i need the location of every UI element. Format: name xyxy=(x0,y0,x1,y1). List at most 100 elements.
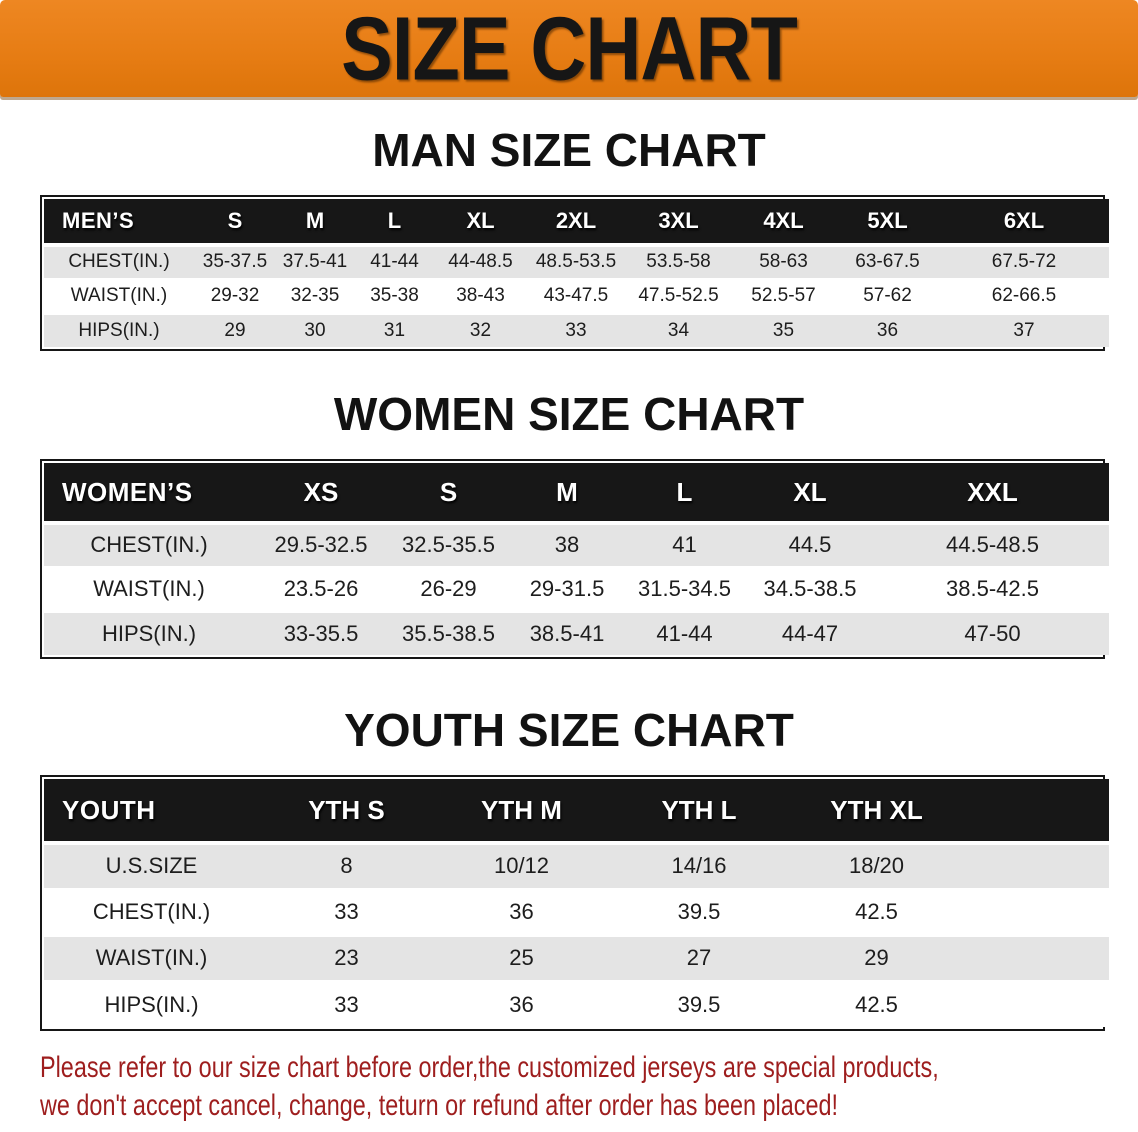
size-value-cell: 38 xyxy=(509,523,625,569)
youth-group-label: YOUTH xyxy=(44,779,259,845)
size-value-cell: 34 xyxy=(626,313,731,347)
size-value-cell: 30 xyxy=(276,313,354,347)
row-label-cell: WAIST(IN.) xyxy=(44,935,259,983)
row-label-cell: U.S.SIZE xyxy=(44,843,259,891)
row-label-cell: CHEST(IN.) xyxy=(44,523,254,569)
disclaimer-line-2: we don't accept cancel, change, teturn o… xyxy=(40,1089,838,1123)
size-value-cell: 29-32 xyxy=(194,279,276,315)
size-value-cell: 27 xyxy=(609,935,789,983)
size-value-cell: 32 xyxy=(435,313,526,347)
row-label-cell: CHEST(IN.) xyxy=(44,889,259,937)
measurement-row: HIPS(IN.) 33-35.5 35.5-38.5 38.5-41 41-4… xyxy=(44,611,1109,655)
measurement-row: U.S.SIZE 8 10/12 14/16 18/20 xyxy=(44,843,1109,891)
size-column-header: XL xyxy=(744,463,876,525)
size-column-header: YTH L xyxy=(609,779,789,845)
size-column-header: 5XL xyxy=(836,199,939,247)
men-size-table: MEN’S S M L XL 2XL 3XL 4XL 5XL 6XL CHEST… xyxy=(44,199,1109,347)
men-table-header-row: MEN’S S M L XL 2XL 3XL 4XL 5XL 6XL xyxy=(44,199,1109,247)
size-value-cell: 39.5 xyxy=(609,889,789,937)
size-column-header: 2XL xyxy=(526,199,626,247)
men-section-title: MAN SIZE CHART xyxy=(372,124,766,176)
size-value-cell: 42.5 xyxy=(789,981,964,1027)
size-value-cell: 18/20 xyxy=(789,843,964,891)
men-group-label: MEN’S xyxy=(44,199,194,247)
women-size-table: WOMEN’S XS S M L XL XXL CHEST(IN.) 29.5-… xyxy=(44,463,1109,655)
size-value-cell: 34.5-38.5 xyxy=(744,567,876,613)
size-value-cell: 47.5-52.5 xyxy=(626,279,731,315)
measurement-row: WAIST(IN.) 23.5-26 26-29 29-31.5 31.5-34… xyxy=(44,567,1109,613)
size-column-header: 6XL xyxy=(939,199,1109,247)
measurement-row: HIPS(IN.) 29 30 31 32 33 34 35 36 37 xyxy=(44,313,1109,347)
size-column-header: XS xyxy=(254,463,388,525)
size-column-header: L xyxy=(354,199,435,247)
size-value-cell: 35-37.5 xyxy=(194,245,276,281)
size-value-cell: 32.5-35.5 xyxy=(388,523,509,569)
measurement-row: CHEST(IN.) 33 36 39.5 42.5 xyxy=(44,889,1109,937)
size-value-cell: 36 xyxy=(434,889,609,937)
size-value-cell: 42.5 xyxy=(789,889,964,937)
size-value-cell: 33 xyxy=(259,981,434,1027)
size-column-header: XXL xyxy=(876,463,1109,525)
size-column-header: XL xyxy=(435,199,526,247)
size-value-cell: 44-47 xyxy=(744,611,876,655)
women-group-label: WOMEN’S xyxy=(44,463,254,525)
size-value-cell: 52.5-57 xyxy=(731,279,836,315)
size-column-header: YTH M xyxy=(434,779,609,845)
size-value-cell: 58-63 xyxy=(731,245,836,281)
size-value-cell: 47-50 xyxy=(876,611,1109,655)
size-value-cell: 63-67.5 xyxy=(836,245,939,281)
size-value-cell: 10/12 xyxy=(434,843,609,891)
size-value-cell: 32-35 xyxy=(276,279,354,315)
size-value-cell: 44-48.5 xyxy=(435,245,526,281)
size-column-header: S xyxy=(388,463,509,525)
size-value-cell: 29.5-32.5 xyxy=(254,523,388,569)
size-column-header: M xyxy=(276,199,354,247)
size-column-header: S xyxy=(194,199,276,247)
size-value-cell: 33 xyxy=(259,889,434,937)
size-value-cell: 29-31.5 xyxy=(509,567,625,613)
size-value-cell: 33-35.5 xyxy=(254,611,388,655)
spacer-cell xyxy=(964,981,1109,1027)
size-value-cell: 36 xyxy=(434,981,609,1027)
men-size-table-wrap: MEN’S S M L XL 2XL 3XL 4XL 5XL 6XL CHEST… xyxy=(40,195,1109,351)
size-value-cell: 38.5-42.5 xyxy=(876,567,1109,613)
size-value-cell: 35-38 xyxy=(354,279,435,315)
measurement-row: HIPS(IN.) 33 36 39.5 42.5 xyxy=(44,981,1109,1027)
size-value-cell: 39.5 xyxy=(609,981,789,1027)
size-value-cell: 43-47.5 xyxy=(526,279,626,315)
size-value-cell: 41-44 xyxy=(354,245,435,281)
size-value-cell: 38-43 xyxy=(435,279,526,315)
spacer-cell xyxy=(964,779,1109,845)
size-value-cell: 14/16 xyxy=(609,843,789,891)
size-value-cell: 23 xyxy=(259,935,434,983)
disclaimer-line-1: Please refer to our size chart before or… xyxy=(40,1051,939,1084)
size-value-cell: 44.5-48.5 xyxy=(876,523,1109,569)
size-value-cell: 48.5-53.5 xyxy=(526,245,626,281)
size-column-header: 4XL xyxy=(731,199,836,247)
size-value-cell: 29 xyxy=(789,935,964,983)
youth-section-title: YOUTH SIZE CHART xyxy=(344,704,794,756)
size-value-cell: 26-29 xyxy=(388,567,509,613)
size-value-cell: 33 xyxy=(526,313,626,347)
size-value-cell: 29 xyxy=(194,313,276,347)
size-value-cell: 53.5-58 xyxy=(626,245,731,281)
women-size-table-wrap: WOMEN’S XS S M L XL XXL CHEST(IN.) 29.5-… xyxy=(40,459,1109,659)
spacer-cell xyxy=(964,935,1109,983)
size-column-header: M xyxy=(509,463,625,525)
row-label-cell: HIPS(IN.) xyxy=(44,981,259,1027)
size-value-cell: 44.5 xyxy=(744,523,876,569)
page-title: SIZE CHART xyxy=(341,0,798,99)
row-label-cell: CHEST(IN.) xyxy=(44,245,194,281)
size-value-cell: 23.5-26 xyxy=(254,567,388,613)
measurement-row: CHEST(IN.) 35-37.5 37.5-41 41-44 44-48.5… xyxy=(44,245,1109,281)
size-value-cell: 35.5-38.5 xyxy=(388,611,509,655)
spacer-cell xyxy=(964,889,1109,937)
size-value-cell: 36 xyxy=(836,313,939,347)
size-value-cell: 35 xyxy=(731,313,836,347)
size-value-cell: 38.5-41 xyxy=(509,611,625,655)
measurement-row: WAIST(IN.) 23 25 27 29 xyxy=(44,935,1109,983)
disclaimer-text: Please refer to our size chart before or… xyxy=(40,1049,1128,1125)
youth-table-header-row: YOUTH YTH S YTH M YTH L YTH XL xyxy=(44,779,1109,845)
size-value-cell: 57-62 xyxy=(836,279,939,315)
